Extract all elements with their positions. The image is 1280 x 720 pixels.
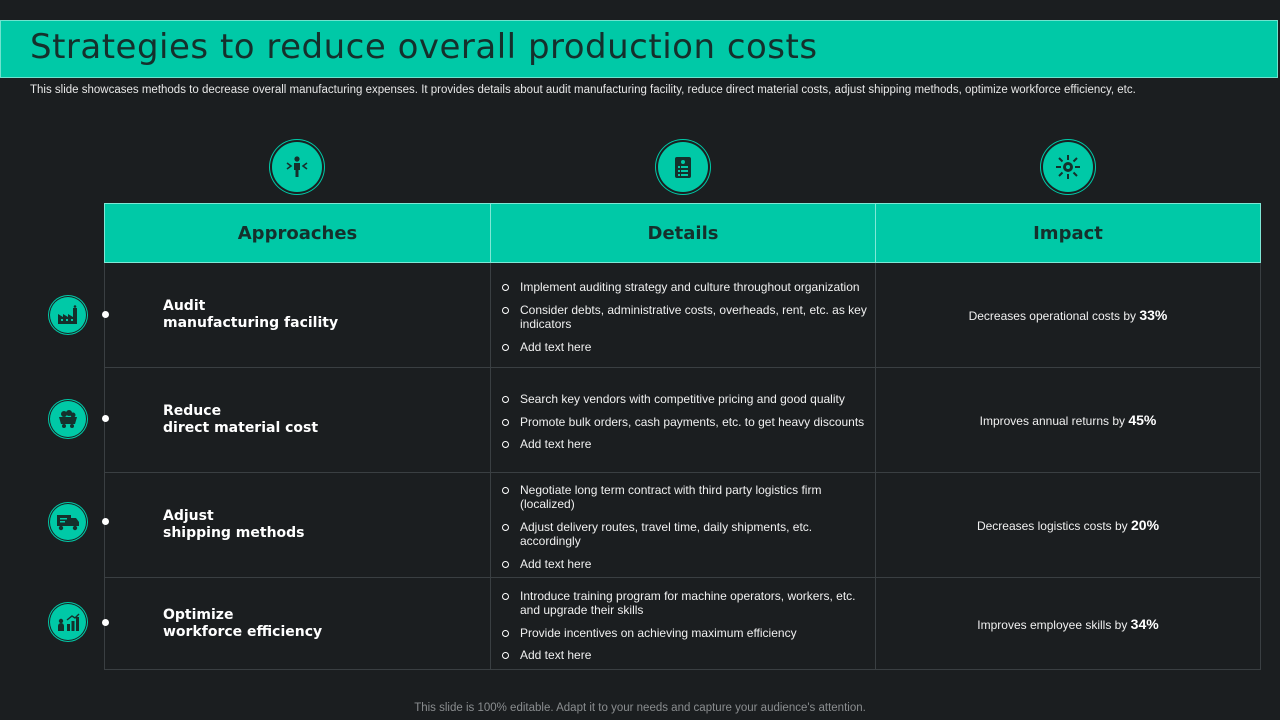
page-title: Strategies to reduce overall production … xyxy=(30,27,818,67)
details-cell: Implement auditing strategy and culture … xyxy=(490,262,876,368)
table-row: Optimize workforce efficiency Introduce … xyxy=(104,577,1261,670)
approach-title: Audit xyxy=(163,298,206,314)
impact-text: Improves annual returns by xyxy=(979,414,1129,428)
title-bar: Strategies to reduce overall production … xyxy=(0,20,1278,78)
detail-item: Add text here xyxy=(501,437,867,452)
detail-item: Add text here xyxy=(501,557,867,572)
detail-item: Search key vendors with competitive pric… xyxy=(501,392,867,407)
details-cell: Negotiate long term contract with third … xyxy=(490,472,876,578)
strategy-table: Approaches Details Impact Audit manufact… xyxy=(104,203,1261,670)
table-row: Reduce direct material cost Search key v… xyxy=(104,367,1261,473)
impact-cell: Decreases logistics costs by 20% xyxy=(875,472,1261,578)
connector-dot xyxy=(102,619,109,626)
impact-value: 33% xyxy=(1139,307,1168,323)
impact-value: 45% xyxy=(1128,412,1157,428)
impact-cell: Improves annual returns by 45% xyxy=(875,367,1261,473)
approach-subtitle: direct material cost xyxy=(163,420,319,436)
approach-title: Reduce xyxy=(163,403,222,419)
connector-dot xyxy=(102,311,109,318)
delivery-truck-icon xyxy=(50,504,86,540)
approach-subtitle: manufacturing facility xyxy=(163,315,339,331)
approach-subtitle: workforce efficiency xyxy=(163,623,323,640)
approach-cell: Adjust shipping methods xyxy=(104,472,491,578)
approach-cell: Optimize workforce efficiency xyxy=(104,577,491,670)
details-cell: Introduce training program for machine o… xyxy=(490,577,876,670)
impact-text: Decreases logistics costs by xyxy=(976,519,1132,533)
column-header-details: Details xyxy=(490,203,876,263)
detail-item: Implement auditing strategy and culture … xyxy=(501,280,867,295)
footer-note: This slide is 100% editable. Adapt it to… xyxy=(414,702,866,714)
approach-cell: Audit manufacturing facility xyxy=(104,262,491,368)
approach-cell: Reduce direct material cost xyxy=(104,367,491,473)
table-row: Adjust shipping methods Negotiate long t… xyxy=(104,472,1261,578)
factory-icon xyxy=(50,297,86,333)
page-subtitle: This slide showcases methods to decrease… xyxy=(30,84,1136,96)
impact-value: 20% xyxy=(1131,517,1160,533)
gear-arrows-icon xyxy=(1043,142,1093,192)
approach-title: Adjust xyxy=(163,508,214,524)
connector-dot xyxy=(102,415,109,422)
table-row: Audit manufacturing facility Implement a… xyxy=(104,262,1261,368)
detail-item: Introduce training program for machine o… xyxy=(501,589,867,618)
workforce-chart-icon xyxy=(50,604,86,640)
impact-text: Improves employee skills by xyxy=(977,617,1131,632)
column-header-approaches: Approaches xyxy=(104,203,491,263)
detail-item: Provide incentives on achieving maximum … xyxy=(501,626,867,641)
detail-item: Add text here xyxy=(501,648,867,663)
detail-item: Add text here xyxy=(501,340,867,355)
impact-cell: Improves employee skills by 34% xyxy=(875,577,1261,670)
detail-item: Consider debts, administrative costs, ov… xyxy=(501,303,867,332)
detail-item: Adjust delivery routes, travel time, dai… xyxy=(501,520,867,549)
impact-value: 34% xyxy=(1130,615,1159,632)
details-cell: Search key vendors with competitive pric… xyxy=(490,367,876,473)
clipboard-list-icon xyxy=(658,142,708,192)
connector-dot xyxy=(102,518,109,525)
detail-item: Negotiate long term contract with third … xyxy=(501,483,867,512)
detail-item: Promote bulk orders, cash payments, etc.… xyxy=(501,415,867,430)
impact-text: Decreases operational costs by xyxy=(968,309,1140,323)
approach-subtitle: shipping methods xyxy=(163,525,305,541)
impact-cell: Decreases operational costs by 33% xyxy=(875,262,1261,368)
approach-title: Optimize xyxy=(163,606,234,623)
person-arrows-icon xyxy=(272,142,322,192)
mine-cart-icon xyxy=(50,401,86,437)
column-header-impact: Impact xyxy=(875,203,1261,263)
